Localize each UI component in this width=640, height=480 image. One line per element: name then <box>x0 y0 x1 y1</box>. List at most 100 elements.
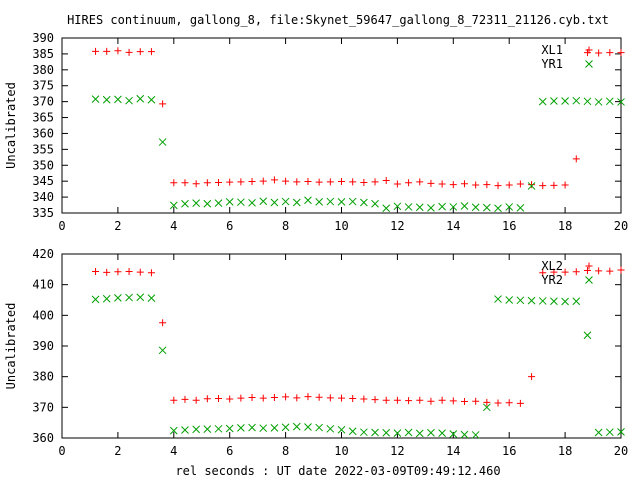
data-point <box>505 296 514 304</box>
data-point <box>371 199 379 208</box>
data-point <box>237 394 245 402</box>
series-XL2 <box>92 266 625 407</box>
data-point <box>572 96 581 105</box>
data-point <box>371 178 379 186</box>
data-point <box>214 424 223 433</box>
data-point <box>214 199 223 207</box>
data-point <box>270 176 278 184</box>
y-tick-label: 350 <box>32 158 54 172</box>
series-YR1 <box>91 94 625 213</box>
data-point <box>158 346 167 355</box>
data-point <box>427 179 435 187</box>
data-point <box>203 425 212 433</box>
data-point <box>114 293 122 302</box>
data-point <box>348 427 357 436</box>
x-tick-label: 10 <box>334 219 348 233</box>
data-point <box>460 430 469 439</box>
data-point <box>203 179 211 187</box>
x-tick-label: 2 <box>114 444 121 458</box>
data-point <box>550 268 558 276</box>
x-tick-label: 4 <box>170 444 177 458</box>
x-tick-label: 16 <box>502 444 516 458</box>
data-point <box>315 423 323 432</box>
y-tick-label: 340 <box>32 190 54 204</box>
data-point <box>427 397 435 405</box>
y-tick-label: 360 <box>32 431 54 445</box>
data-point <box>505 399 513 407</box>
data-point <box>371 396 379 404</box>
data-point <box>438 202 446 211</box>
y-tick-label: 370 <box>32 95 54 109</box>
data-point <box>360 178 368 186</box>
data-point <box>605 97 614 106</box>
data-point <box>405 179 413 187</box>
y-tick-label: 360 <box>32 126 54 140</box>
x-tick-label: 20 <box>614 219 628 233</box>
data-point <box>169 201 178 210</box>
data-point <box>550 297 558 306</box>
data-point <box>360 395 368 403</box>
data-point <box>393 180 401 188</box>
data-point <box>471 203 480 212</box>
data-point <box>192 199 201 207</box>
data-point <box>472 181 480 189</box>
y-tick-label: 380 <box>32 63 54 77</box>
data-point <box>594 428 603 437</box>
data-point <box>595 49 603 57</box>
data-point <box>259 424 268 433</box>
data-point <box>292 422 301 431</box>
data-point <box>449 203 458 211</box>
x-tick-label: 8 <box>282 444 289 458</box>
data-point <box>572 155 580 163</box>
data-point <box>304 178 312 185</box>
panel-bottom: 0 2 4 6 8 10 12 14 16 18 20 360 370 380 390 400 410 420 Un… <box>4 247 628 458</box>
data-point <box>516 296 525 305</box>
data-point <box>215 394 223 402</box>
data-point <box>304 196 312 205</box>
data-point <box>315 178 323 186</box>
data-point <box>136 94 145 103</box>
data-point <box>225 198 234 206</box>
data-point <box>125 267 133 275</box>
data-point <box>349 394 357 402</box>
data-point <box>605 428 614 437</box>
data-point <box>360 428 368 437</box>
data-point <box>326 394 334 402</box>
data-point <box>527 296 536 305</box>
data-point <box>393 396 401 404</box>
legend-marker <box>585 46 593 54</box>
x-tick-label: 10 <box>334 444 348 458</box>
data-point <box>404 428 413 437</box>
data-point <box>427 204 435 212</box>
data-point <box>147 95 156 104</box>
data-point <box>181 199 189 208</box>
data-point <box>382 204 391 213</box>
data-point <box>270 394 278 402</box>
data-point <box>606 267 614 275</box>
data-point <box>125 48 133 56</box>
x-tick-label: 0 <box>58 219 65 233</box>
data-point <box>248 198 256 207</box>
data-point <box>606 49 614 57</box>
data-point <box>293 178 301 186</box>
data-point <box>181 179 189 187</box>
data-point <box>91 95 100 103</box>
x-tick-label: 14 <box>446 444 460 458</box>
data-point <box>494 204 502 213</box>
data-point <box>92 267 100 275</box>
data-point <box>393 202 402 211</box>
data-point <box>281 423 290 432</box>
data-point <box>281 197 290 206</box>
data-point <box>583 267 591 275</box>
data-point <box>304 393 312 401</box>
data-point <box>248 178 256 185</box>
data-point <box>460 398 468 406</box>
x-tick-label: 4 <box>170 219 177 233</box>
legend-marker <box>585 60 593 68</box>
data-point <box>282 177 290 185</box>
data-point <box>125 293 133 302</box>
data-point <box>516 204 525 212</box>
data-point <box>91 295 100 304</box>
data-point <box>471 431 480 439</box>
